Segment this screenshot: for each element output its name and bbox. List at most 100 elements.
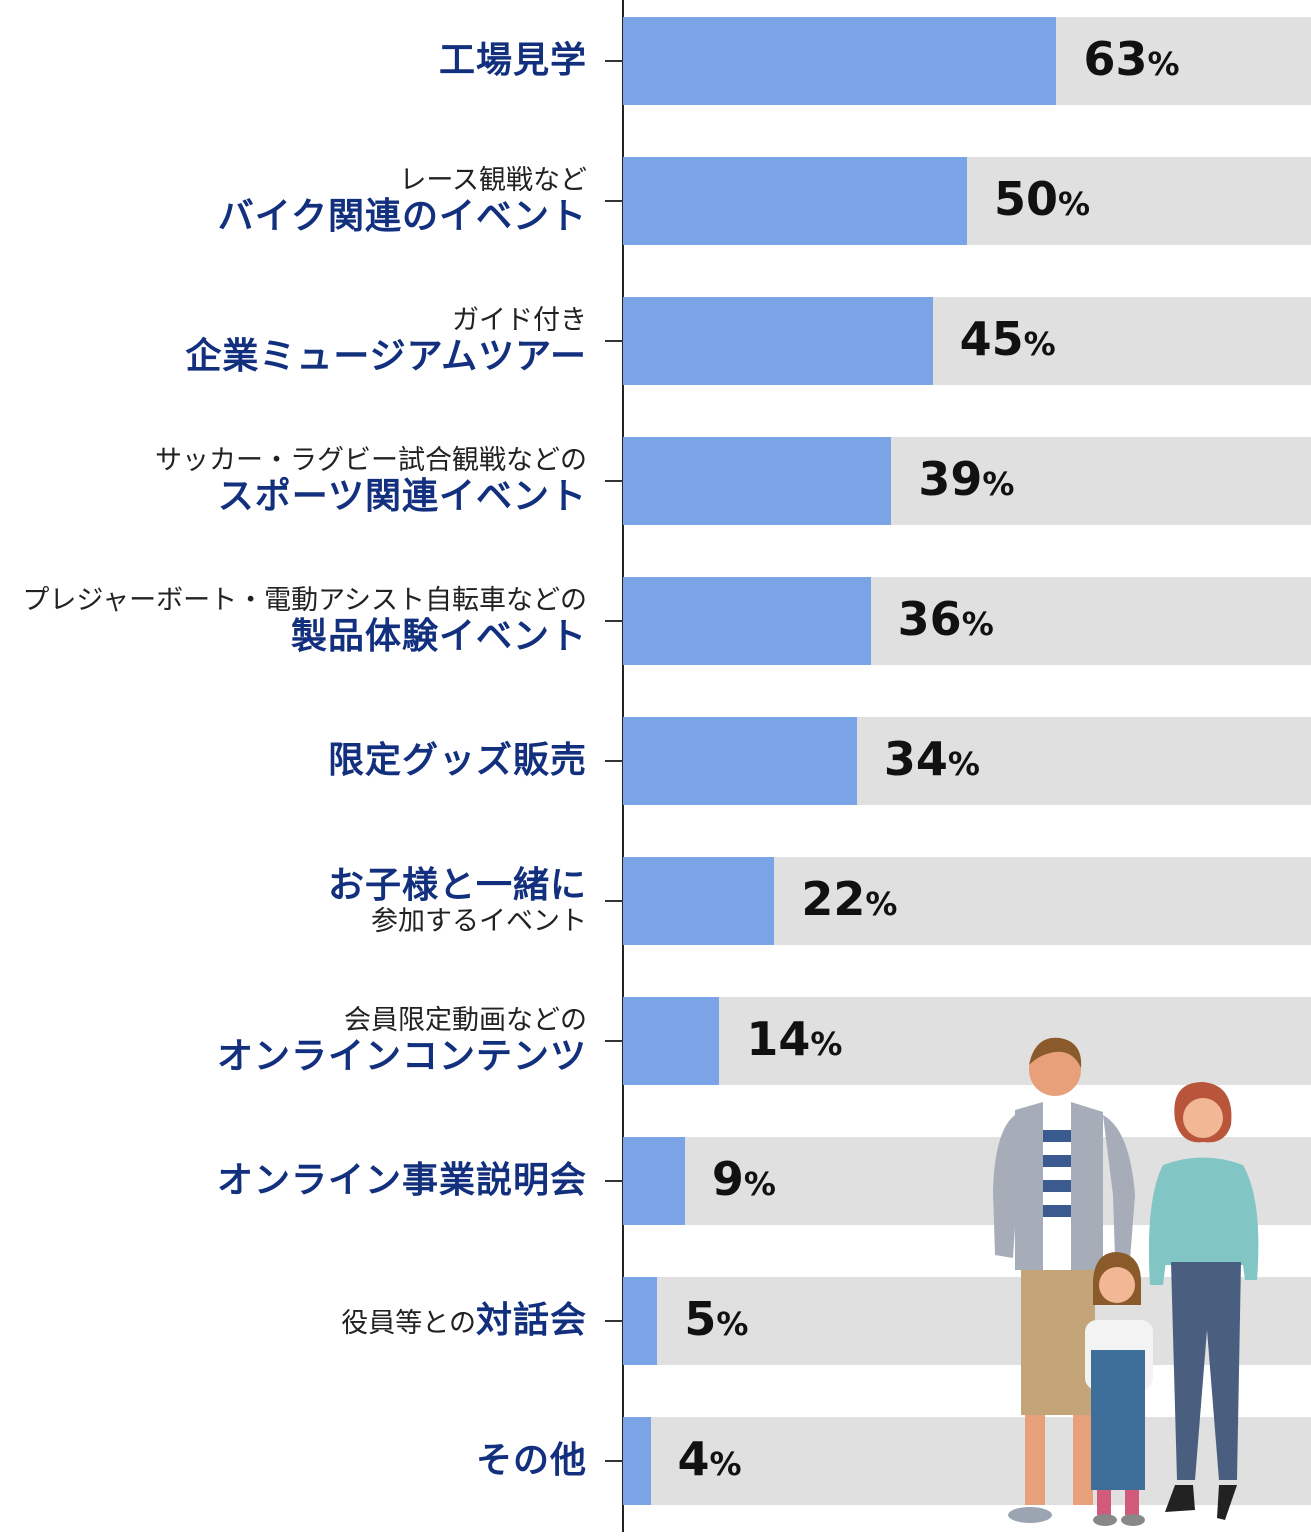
category-label-line: プレジャーボート・電動アシスト自転車などの — [22, 585, 587, 616]
value-unit: % — [709, 1445, 742, 1483]
category-label: レース観戦など バイク関連のイベント — [218, 140, 587, 262]
value-unit: % — [1147, 45, 1180, 83]
bar-row: プレジャーボート・電動アシスト自転車などの 製品体験イベント 36% — [0, 560, 1311, 700]
category-label: 工場見学 — [439, 0, 587, 122]
category-label-main: 製品体験イベント — [290, 615, 587, 657]
value-number: 22 — [801, 872, 866, 926]
value-label: 39% — [918, 452, 1014, 506]
category-label-line: オンラインコンテンツ — [217, 1036, 587, 1077]
y-tick — [605, 1040, 623, 1042]
bar-track — [623, 997, 1311, 1085]
category-label-sub: 会員限定動画などの — [344, 1004, 587, 1036]
value-label: 63% — [1083, 32, 1179, 86]
bar-row: 限定グッズ販売 34% — [0, 700, 1311, 840]
category-label: 限定グッズ販売 — [328, 700, 587, 822]
value-label: 45% — [960, 312, 1056, 366]
bar — [623, 157, 967, 245]
category-label-main: その他 — [475, 1440, 587, 1482]
category-label-line: 会員限定動画などの — [344, 1005, 587, 1036]
value-number: 39 — [918, 452, 983, 506]
category-label: サッカー・ラグビー試合観戦などの スポーツ関連イベント — [155, 420, 587, 542]
value-label: 22% — [801, 872, 897, 926]
family-illustration — [993, 1037, 1259, 1526]
value-label: 9% — [712, 1152, 776, 1206]
y-tick — [605, 480, 623, 482]
category-label-main: お子様と一緒に — [327, 864, 587, 906]
category-label-line: スポーツ関連イベント — [218, 476, 587, 517]
bar-row: ガイド付き 企業ミュージアムツアー 45% — [0, 280, 1311, 420]
value-number: 34 — [883, 732, 948, 786]
category-label-main: 対話会 — [475, 1300, 587, 1342]
category-label: お子様と一緒に 参加するイベント — [328, 840, 587, 962]
bar — [623, 17, 1057, 105]
value-unit: % — [865, 885, 898, 923]
category-label-line: サッカー・ラグビー試合観戦などの — [155, 445, 587, 476]
value-number: 4 — [677, 1432, 710, 1486]
bar — [623, 997, 720, 1085]
category-label-sub: レース観戦など — [399, 164, 587, 196]
category-label-main: スポーツ関連イベント — [217, 475, 587, 517]
value-label: 5% — [684, 1292, 748, 1346]
value-unit: % — [947, 745, 980, 783]
y-tick — [605, 340, 623, 342]
category-label: ガイド付き 企業ミュージアムツアー — [185, 280, 587, 402]
y-tick — [605, 60, 623, 62]
y-tick — [605, 200, 623, 202]
child-figure — [1085, 1252, 1153, 1526]
y-tick — [605, 1460, 623, 1462]
category-label-line: 参加するイベント — [371, 906, 587, 937]
y-tick — [605, 1320, 623, 1322]
category-label-main: 工場見学 — [438, 40, 587, 82]
bar-row: サッカー・ラグビー試合観戦などの スポーツ関連イベント 39% — [0, 420, 1311, 560]
value-number: 45 — [959, 312, 1024, 366]
category-label-line: オンライン事業説明会 — [217, 1160, 587, 1201]
category-label-line: お子様と一緒に — [328, 865, 587, 906]
category-label: オンライン事業説明会 — [217, 1120, 587, 1242]
value-unit: % — [982, 465, 1015, 503]
category-label-sub: プレジャーボート・電動アシスト自転車などの — [22, 584, 587, 616]
y-tick — [605, 900, 623, 902]
value-number: 9 — [711, 1152, 744, 1206]
bar — [623, 577, 871, 665]
bar-row: レース観戦など バイク関連のイベント 50% — [0, 140, 1311, 280]
value-number: 63 — [1083, 32, 1148, 86]
category-label-main: 限定グッズ販売 — [327, 740, 587, 782]
value-number: 5 — [684, 1292, 717, 1346]
category-label: その他 — [476, 1400, 587, 1522]
category-label-sub: サッカー・ラグビー試合観戦などの — [155, 444, 587, 476]
category-label-sub: 参加するイベント — [371, 906, 587, 938]
y-tick — [605, 620, 623, 622]
category-label: 会員限定動画などの オンラインコンテンツ — [217, 980, 587, 1102]
category-label-sub: 役員等との — [341, 1308, 476, 1340]
bar — [623, 297, 933, 385]
category-label-line: 企業ミュージアムツアー — [185, 336, 587, 377]
value-unit: % — [716, 1305, 749, 1343]
category-label-line: バイク関連のイベント — [218, 196, 587, 237]
category-label-line: ガイド付き — [452, 305, 587, 336]
bar — [623, 717, 857, 805]
value-unit: % — [1023, 325, 1056, 363]
bar-row: お子様と一緒に 参加するイベント 22% — [0, 840, 1311, 980]
mother-figure — [1148, 1082, 1259, 1520]
category-label-line: レース観戦など — [399, 165, 587, 196]
bar-row: 工場見学 63% — [0, 0, 1311, 140]
value-unit: % — [810, 1025, 843, 1063]
value-number: 50 — [994, 172, 1059, 226]
y-tick — [605, 760, 623, 762]
value-label: 34% — [884, 732, 980, 786]
category-label-line: 製品体験イベント — [291, 616, 587, 657]
category-label-line: 工場見学 — [439, 40, 587, 81]
category-label: プレジャーボート・電動アシスト自転車などの 製品体験イベント — [22, 560, 587, 682]
category-label-main: オンラインコンテンツ — [216, 1035, 587, 1077]
bar — [623, 1417, 651, 1505]
value-label: 14% — [746, 1012, 842, 1066]
value-unit: % — [961, 605, 994, 643]
value-unit: % — [1058, 185, 1091, 223]
bar — [623, 437, 892, 525]
category-label-main: 企業ミュージアムツアー — [185, 335, 587, 377]
value-number: 14 — [746, 1012, 811, 1066]
bar — [623, 857, 775, 945]
category-label-line: その他 — [476, 1440, 587, 1481]
value-number: 36 — [897, 592, 962, 646]
category-label-sub: ガイド付き — [452, 304, 587, 336]
